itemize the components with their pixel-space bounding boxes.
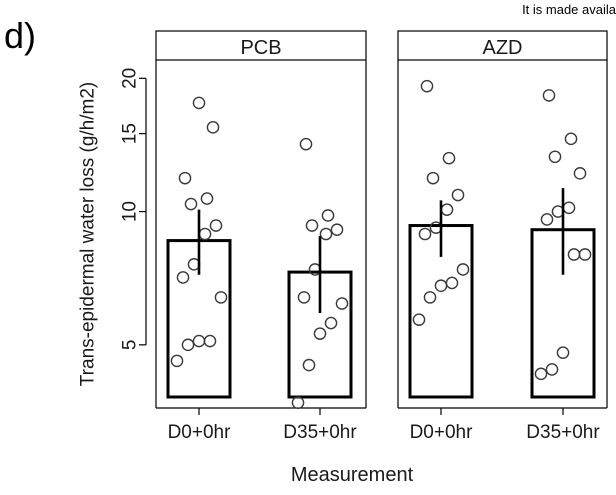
data-point (423, 291, 437, 304)
data-point (200, 192, 214, 205)
data-point (534, 367, 548, 381)
data-point (442, 151, 456, 165)
data-point (545, 363, 559, 376)
y-axis-title: Trans-epidermal water loss (g/h/m2) (78, 82, 99, 386)
data-point (321, 209, 335, 222)
data-point (319, 227, 333, 241)
data-point (426, 171, 440, 185)
data-point (170, 354, 184, 368)
data-point (445, 276, 459, 290)
y-tick-label: 10 (120, 201, 141, 222)
data-point (335, 297, 349, 310)
data-point (440, 203, 454, 216)
data-point (578, 248, 592, 261)
y-tick-label: 15 (120, 123, 141, 144)
facet-strip (397, 30, 608, 61)
data-point (198, 227, 212, 241)
header-note: It is made availa (522, 2, 616, 17)
data-point (184, 197, 198, 211)
x-tick-label: D35+0hr (526, 422, 600, 443)
x-axis-title: Measurement (291, 464, 414, 486)
facet-strip-label: PCB (240, 37, 281, 59)
data-point (192, 96, 206, 110)
data-point (176, 271, 190, 284)
data-point (451, 188, 465, 202)
data-point (412, 313, 426, 326)
data-point (564, 132, 578, 146)
data-point (203, 334, 217, 348)
data-point (556, 346, 570, 359)
x-tick-label: D0+0hr (168, 422, 232, 443)
data-point (299, 137, 313, 151)
y-tick-label: 20 (120, 68, 141, 89)
data-point (330, 223, 344, 237)
data-point (297, 291, 311, 304)
data-point (540, 213, 554, 226)
data-point (302, 358, 316, 372)
data-point (291, 396, 305, 410)
data-point (209, 219, 223, 232)
data-point (456, 263, 470, 276)
data-point (178, 171, 192, 185)
data-point (573, 167, 587, 180)
facet-strip (155, 30, 367, 61)
data-point (313, 327, 327, 340)
data-point (214, 291, 228, 304)
x-tick-label: D0+0hr (410, 422, 474, 443)
data-point (562, 201, 576, 215)
data-point (542, 89, 556, 102)
x-tick-label: D35+0hr (283, 422, 357, 443)
data-point (548, 150, 562, 164)
facet-strip-label: AZD (483, 37, 523, 59)
panel-label: d) (4, 15, 37, 56)
data-point (305, 219, 319, 232)
data-point (418, 227, 432, 241)
y-tick-label: 5 (120, 340, 141, 351)
data-point (324, 316, 338, 330)
data-point (206, 121, 220, 134)
data-point (420, 79, 434, 93)
data-point (181, 338, 195, 352)
